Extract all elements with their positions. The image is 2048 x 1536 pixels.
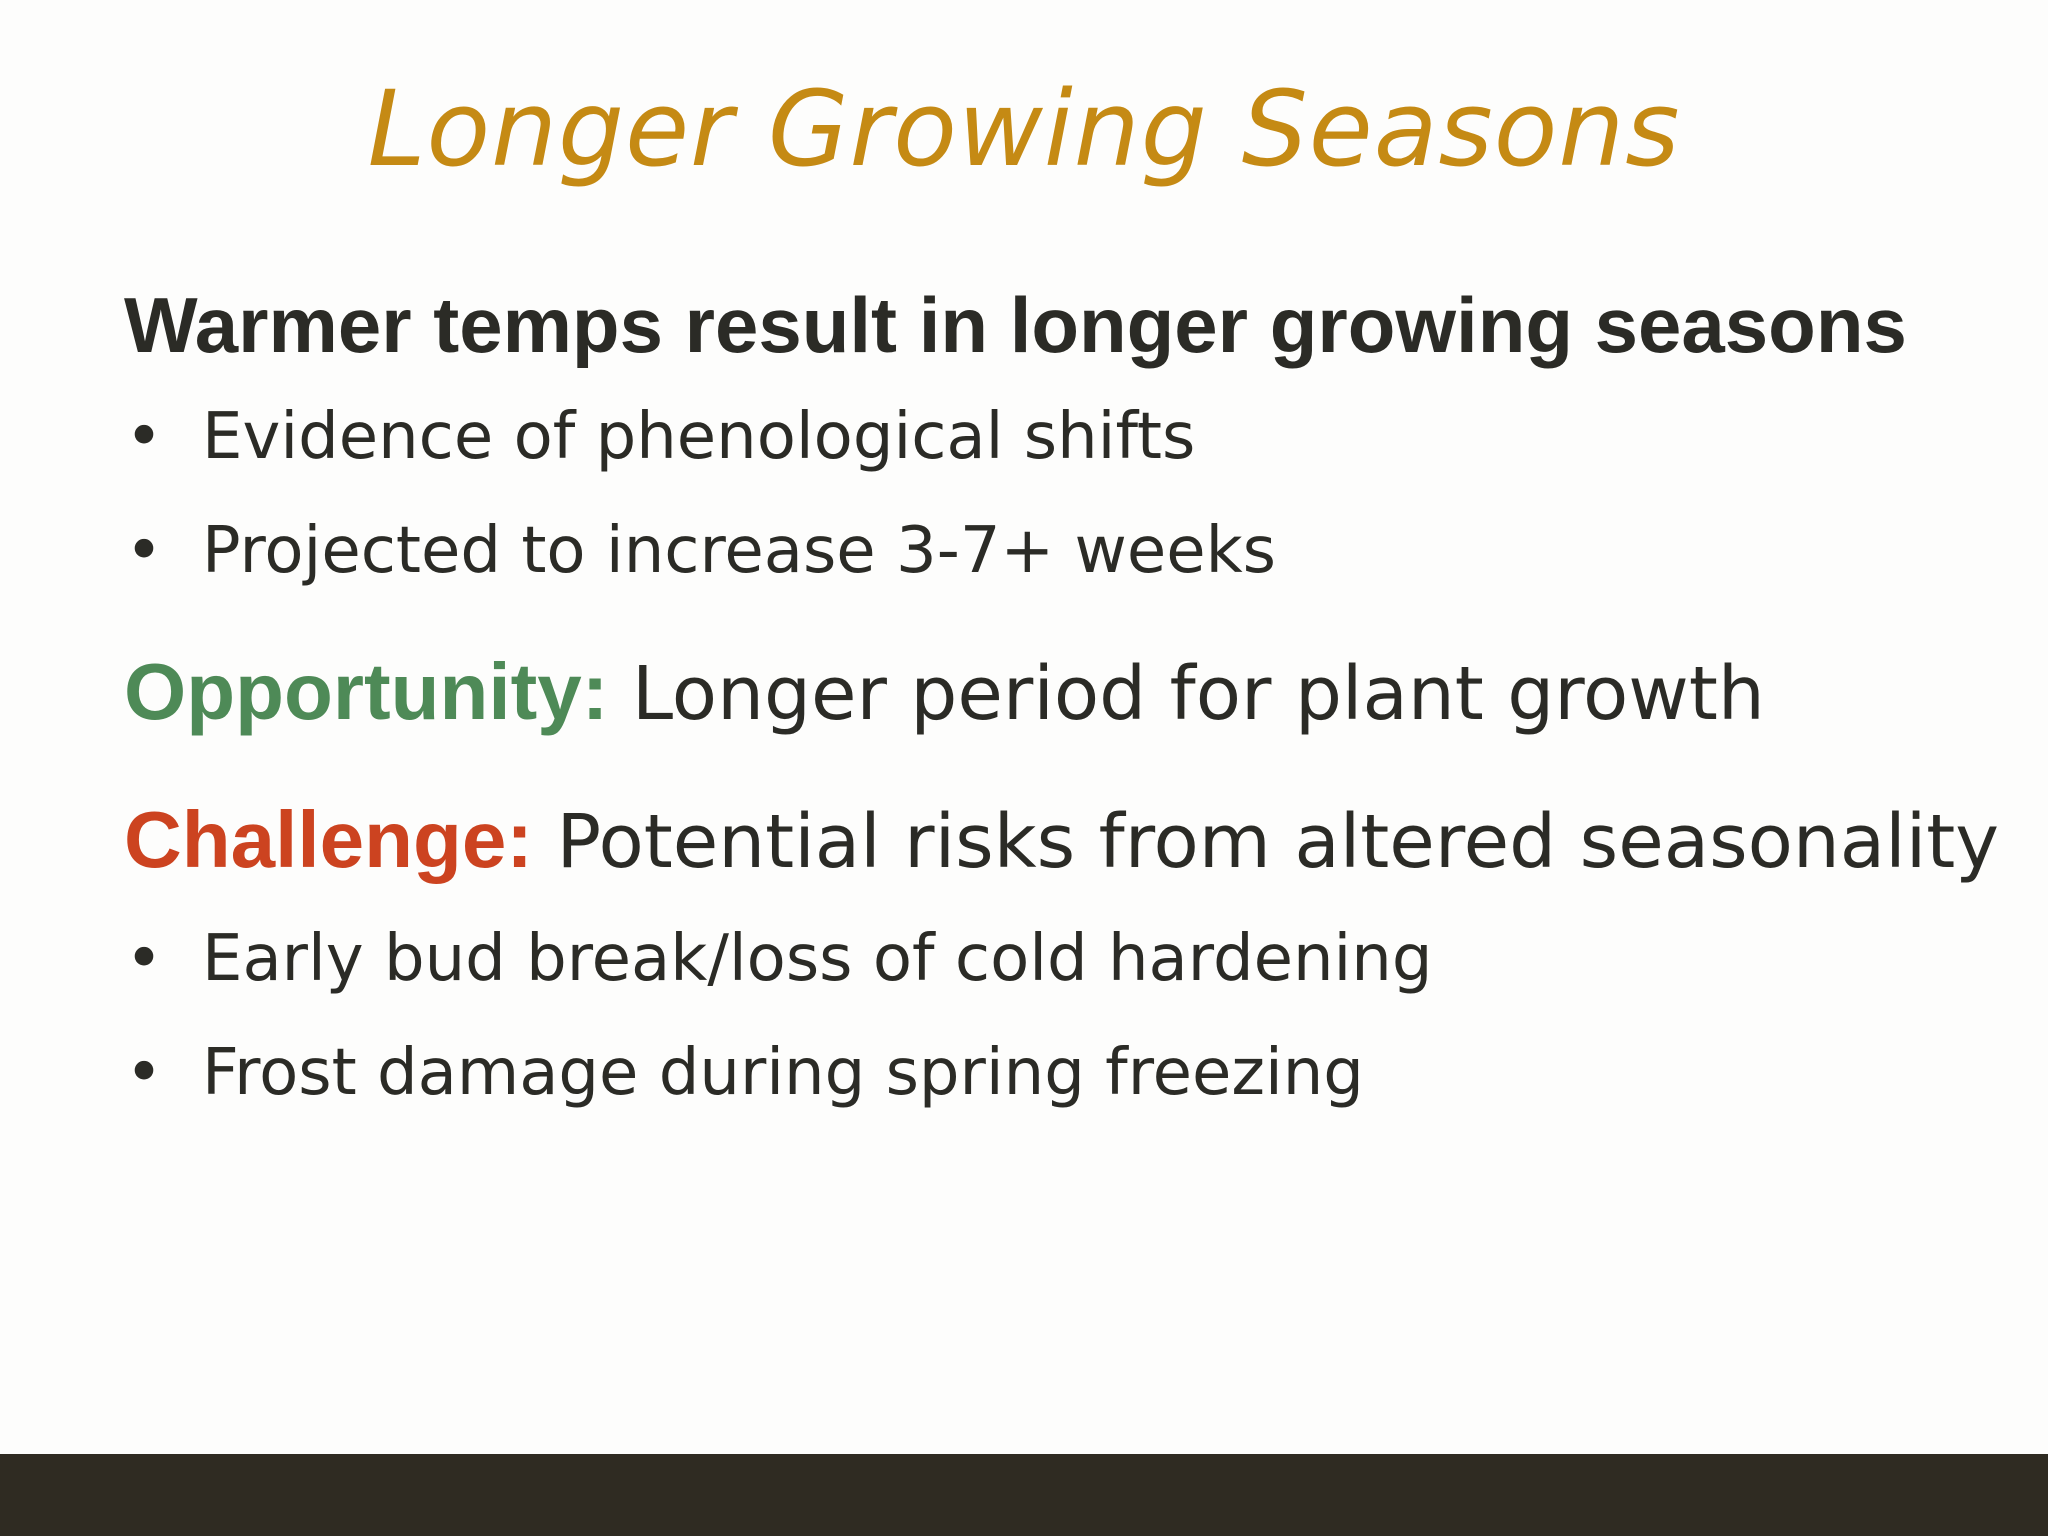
bullet-item: • Early bud break/loss of cold hardening (124, 902, 2004, 1016)
challenge-statement: Challenge: Potential risks from altered … (124, 780, 2004, 902)
challenge-text: Potential risks from altered seasonality (532, 799, 2000, 885)
bullet-item: • Frost damage during spring freezing (124, 1016, 2004, 1130)
bullet-text: Early bud break/loss of cold hardening (202, 922, 1433, 996)
opportunity-label: Opportunity: (124, 647, 609, 736)
bullet-item: • Evidence of phenological shifts (124, 380, 2004, 494)
challenge-label: Challenge: (124, 795, 533, 884)
bullet-item: • Projected to increase 3-7+ weeks (124, 494, 2004, 608)
bullet-icon: • (125, 400, 163, 474)
slide-content: Warmer temps result in longer growing se… (124, 270, 2004, 1130)
heading-bullet-list: • Evidence of phenological shifts • Proj… (124, 380, 2004, 608)
bullet-icon: • (125, 514, 163, 588)
main-heading: Warmer temps result in longer growing se… (124, 281, 1907, 369)
bullet-icon: • (125, 1036, 163, 1110)
opportunity-text: Longer period for plant growth (608, 651, 1765, 737)
bullet-icon: • (125, 922, 163, 996)
bullet-text: Frost damage during spring freezing (202, 1036, 1364, 1110)
challenge-bullet-list: • Early bud break/loss of cold hardening… (124, 902, 2004, 1130)
footer-bar (0, 1454, 2048, 1536)
bullet-text: Evidence of phenological shifts (202, 400, 1196, 474)
bullet-text: Projected to increase 3-7+ weeks (202, 514, 1276, 588)
opportunity-statement: Opportunity: Longer period for plant gro… (124, 632, 2004, 754)
slide-title: Longer Growing Seasons (367, 68, 1681, 190)
